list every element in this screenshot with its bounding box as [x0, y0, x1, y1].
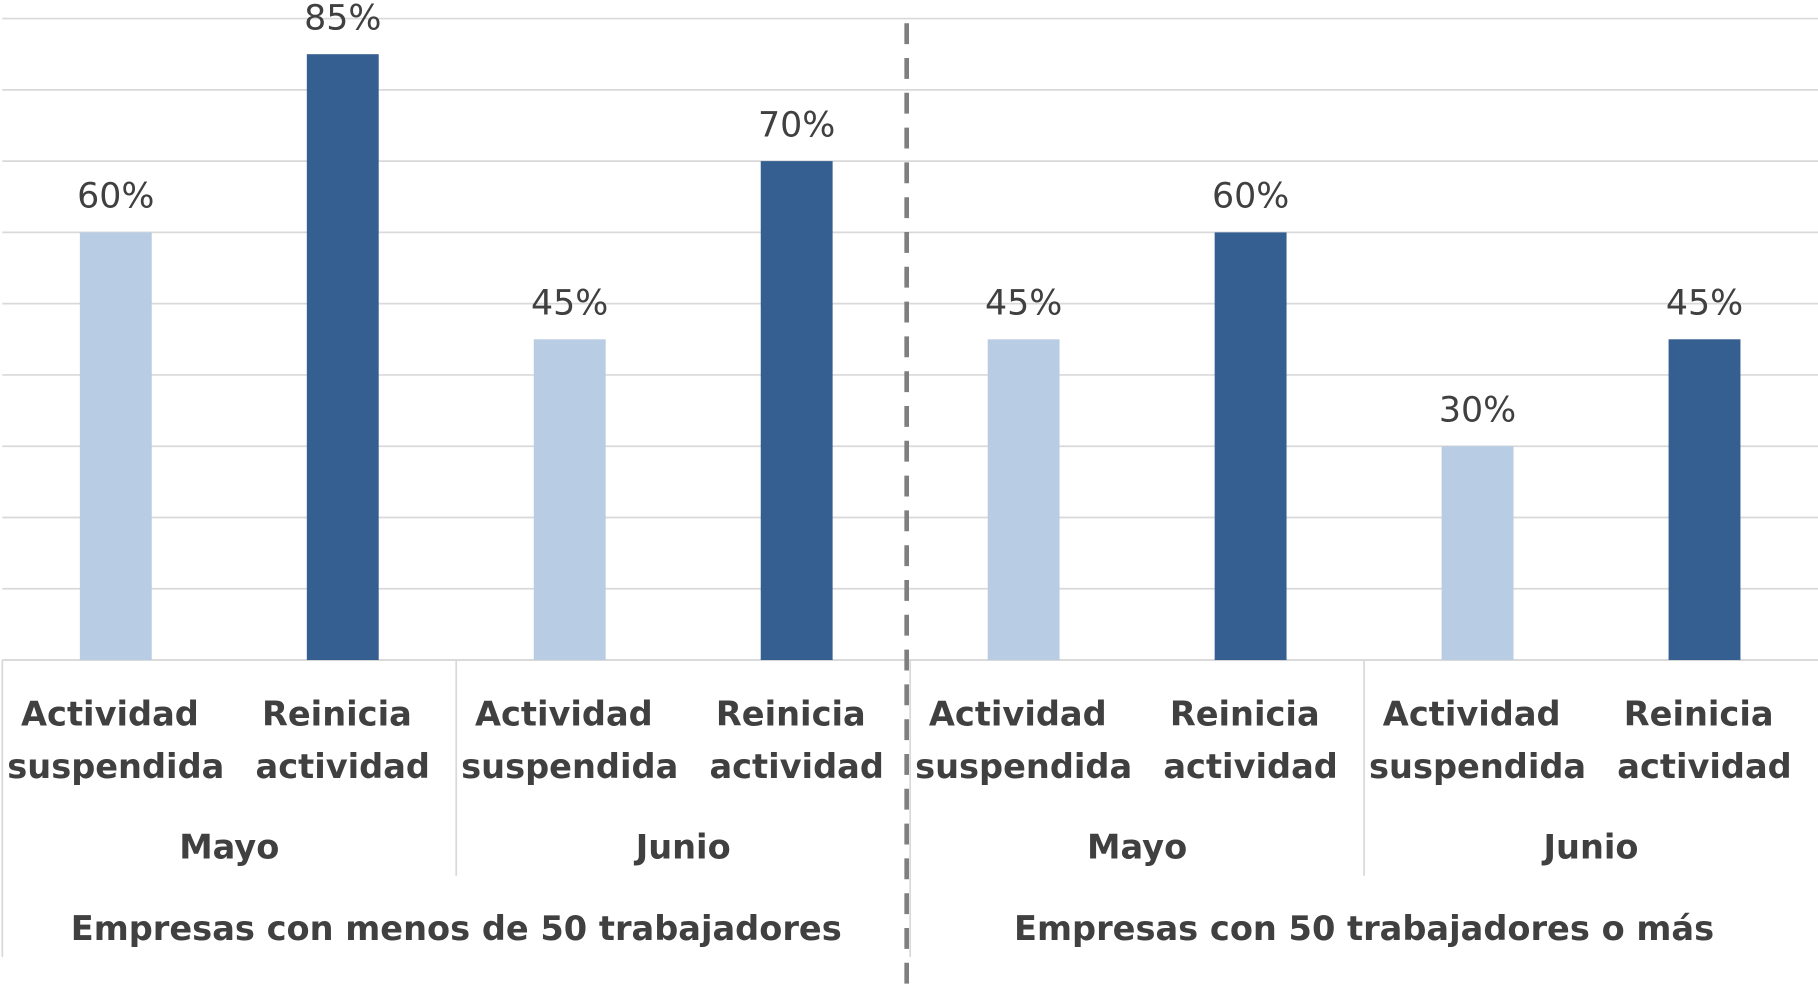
month-label: Mayo: [179, 828, 279, 867]
month-label: Junio: [1542, 828, 1639, 867]
bar: [1668, 339, 1741, 661]
category-label: Reinicia actividad: [709, 694, 883, 785]
bar: [306, 54, 379, 661]
month-label: Mayo: [1087, 828, 1187, 867]
category-label: Actividad suspendida: [915, 694, 1132, 785]
bar: [1441, 446, 1514, 661]
category-label: Reinicia actividad: [1617, 694, 1791, 785]
category-label: Reinicia actividad: [1163, 694, 1337, 785]
group-label: Empresas con menos de 50 trabajadores: [71, 909, 842, 948]
data-label: 70%: [758, 105, 835, 145]
data-label: 45%: [531, 283, 608, 323]
category-label: Actividad suspendida: [1369, 694, 1586, 785]
data-label: 60%: [77, 177, 154, 217]
bar: [1214, 232, 1287, 661]
data-label: 45%: [985, 283, 1062, 323]
category-label: Reinicia actividad: [256, 694, 430, 785]
bar: [533, 339, 606, 661]
data-label: 85%: [304, 0, 381, 38]
month-label: Junio: [634, 828, 731, 867]
category-label: Actividad suspendida: [461, 694, 678, 785]
data-label: 30%: [1439, 390, 1516, 430]
bar: [760, 161, 833, 661]
group-label: Empresas con 50 trabajadores o más: [1014, 909, 1714, 948]
data-label: 60%: [1212, 177, 1289, 217]
data-label: 45%: [1666, 283, 1743, 323]
category-label: Actividad suspendida: [7, 694, 224, 785]
bar: [79, 232, 152, 661]
bar: [987, 339, 1060, 661]
